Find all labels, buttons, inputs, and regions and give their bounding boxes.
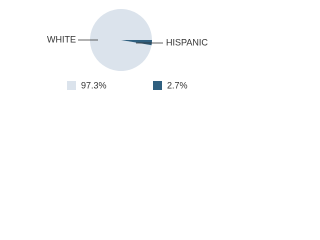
legend-swatch	[67, 81, 76, 90]
legend-label: 2.7%	[167, 80, 188, 90]
slice-label: HISPANIC	[166, 37, 208, 47]
legend-label: 97.3%	[81, 80, 107, 90]
chart: WHITE HISPANIC 97.3% 2.7%	[47, 8, 208, 90]
legend-swatch	[153, 81, 162, 90]
pie-slice	[90, 8, 152, 71]
slice-label: WHITE	[47, 34, 76, 44]
